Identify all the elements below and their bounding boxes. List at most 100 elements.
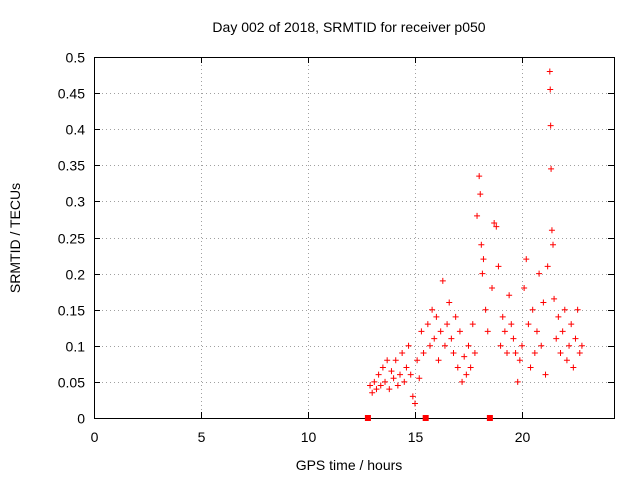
data-point [461,353,468,360]
data-point [561,306,568,313]
data-point [456,328,463,335]
data-point [482,306,489,313]
data-point [504,350,511,357]
data-point [471,350,478,357]
data-point [576,350,583,357]
data-point [547,122,554,129]
x-tick-label: 10 [301,429,317,445]
data-point [392,357,399,364]
data-point [572,335,579,342]
y-tick-label: 0.15 [58,303,85,319]
data-point [527,364,534,371]
data-point [431,335,438,342]
data-point [538,342,545,349]
data-point [420,350,427,357]
data-point [401,378,408,385]
data-point [477,191,484,198]
data-point [469,321,476,328]
data-point [548,165,555,172]
data-point [399,350,406,357]
x-tick-label: 5 [198,429,206,445]
data-point [377,382,384,389]
data-point [414,357,421,364]
data-point [444,321,451,328]
data-point [559,328,566,335]
data-point [574,306,581,313]
data-point [501,328,508,335]
data-point [465,342,472,349]
data-point [512,350,519,357]
data-point [433,313,440,320]
data-point [416,375,423,382]
data-point [489,285,496,292]
data-point [450,350,457,357]
data-point [409,393,416,400]
y-tick-label: 0.35 [58,158,85,174]
data-point [557,350,564,357]
data-point [448,335,455,342]
data-point [491,220,498,227]
data-point [566,342,573,349]
data-point [371,378,378,385]
data-point [386,386,393,393]
data-point [479,270,486,277]
data-point [435,357,442,364]
x-axis-label: GPS time / hours [296,457,403,473]
data-point [521,285,528,292]
data-point [407,371,414,378]
data-point [478,241,485,248]
data-point [497,342,504,349]
x-tick-label: 20 [515,429,531,445]
data-point [382,378,389,385]
data-point [523,256,530,263]
data-point [529,306,536,313]
data-point [531,350,538,357]
data-point [446,299,453,306]
data-point [480,256,487,263]
data-point [403,364,410,371]
data-point [467,364,474,371]
y-tick-label: 0.3 [66,194,86,210]
data-point [495,263,502,270]
y-tick-label: 0.1 [66,339,86,355]
data-point [384,357,391,364]
data-point [547,86,554,93]
data-point [525,321,532,328]
data-point [476,173,483,180]
data-point [379,364,386,371]
data-point [429,306,436,313]
data-point [474,212,481,219]
data-point [548,227,555,234]
data-point [570,364,577,371]
zero-marker [422,415,429,421]
y-axis-label: SRMTID / TECUs [7,183,23,293]
zero-marker [486,415,493,421]
data-point [551,295,558,302]
data-point [369,389,376,396]
data-point [459,378,466,385]
data-point [411,400,418,407]
y-tick-label: 0.5 [66,50,86,66]
data-point [578,342,585,349]
data-point [397,371,404,378]
data-point [555,313,562,320]
y-tick-label: 0.25 [58,231,85,247]
data-point [484,328,491,335]
data-point [405,342,412,349]
data-point [493,223,500,230]
y-tick-label: 0 [77,411,85,427]
data-point [499,313,506,320]
data-point [536,270,543,277]
data-point [394,382,401,389]
grid [94,57,614,418]
data-point [437,328,444,335]
data-point [418,328,425,335]
data-points [367,68,585,407]
data-point [463,371,470,378]
data-point [454,364,461,371]
data-point [390,375,397,382]
axis-ticks: 0 0.05 0.1 0.15 0.2 0.25 0.3 0.35 0.4 0.45 0.5 0 5 10… [58,50,614,445]
data-point [508,321,515,328]
data-point [506,292,513,299]
data-point [373,386,380,393]
